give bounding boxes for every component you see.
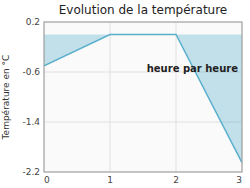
plot-background [44, 22, 242, 172]
plot-frame [44, 22, 242, 172]
tick-label: 3 [236, 175, 242, 185]
chart-svg: -2.2 -1.4 -0.6 0.2 0 1 2 3 Evolution de la tempé… [0, 0, 250, 188]
tick-label: -2.2 [22, 167, 40, 177]
grid-line [176, 22, 177, 172]
tick-label: 1 [107, 175, 113, 185]
y-axis-label: Température en °C [1, 55, 11, 141]
tick-label: 0 [44, 175, 50, 185]
tick-label: 0.2 [26, 17, 40, 27]
annotation: heure par heure [147, 63, 238, 74]
title: Evolution de la température [59, 3, 228, 17]
tick-label: 2 [173, 175, 179, 185]
grid-line [44, 122, 242, 123]
area [44, 35, 242, 163]
tick-label: -1.4 [22, 117, 40, 127]
line [44, 35, 242, 163]
chart-container: -2.2 -1.4 -0.6 0.2 0 1 2 3 Evolution de la tempé… [0, 0, 250, 188]
grid [44, 22, 242, 172]
plot-area [44, 35, 242, 163]
tick-label: -0.6 [22, 67, 40, 77]
grid-line [110, 22, 111, 172]
